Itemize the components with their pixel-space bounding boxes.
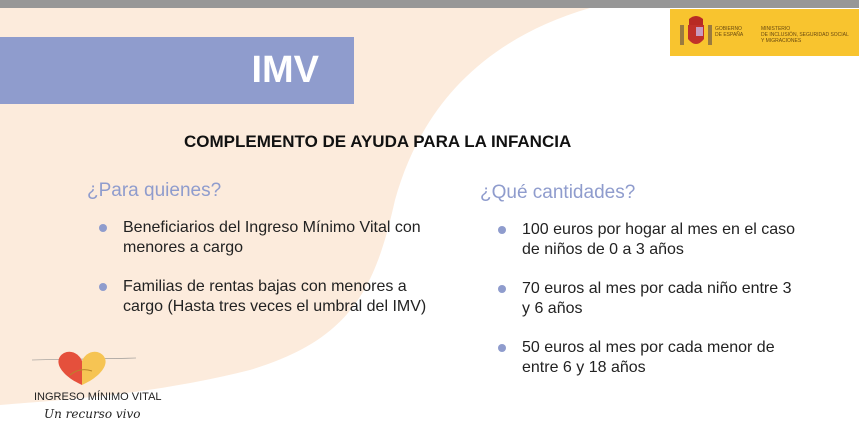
imv-label: IMV [251,49,319,91]
right-heading: ¿Qué cantidades? [480,182,636,203]
ministry-text: Y MIGRACIONES [761,38,802,44]
right-list: 100 euros por hogar al mes en el caso de… [498,220,798,397]
heart-hands-icon [31,351,137,385]
left-list: Beneficiarios del Ingreso Mínimo Vital c… [99,218,444,336]
gov-text: DE ESPAÑA [715,32,744,38]
coat-of-arms-icon [680,16,712,45]
government-logo: GOBIERNO DE ESPAÑA MINISTERIO DE INCLUSIÓN… [670,9,859,56]
list-item: Familias de rentas bajas con menores a c… [99,277,444,317]
ministry-text: MINISTERIO [761,26,791,32]
logo-tagline: Un recurso vivo [44,407,141,421]
top-bar [0,0,859,8]
ministry-text: DE INCLUSIÓN, SEGURIDAD SOCIAL [761,32,849,38]
left-heading: ¿Para quienes? [87,180,222,201]
gov-text: GOBIERNO [715,26,742,32]
imv-banner: IMV [0,37,354,104]
logo-name: INGRESO MÍNIMO VITAL [34,391,162,403]
list-item: 70 euros al mes por cada niño entre 3 y … [498,279,798,319]
list-item: 50 euros al mes por cada menor de entre … [498,338,798,378]
list-item: 100 euros por hogar al mes en el caso de… [498,220,798,260]
imv-logo: INGRESO MÍNIMO VITAL Un recurso vivo [30,345,162,421]
list-item: Beneficiarios del Ingreso Mínimo Vital c… [99,218,444,258]
slide-title: COMPLEMENTO DE AYUDA PARA LA INFANCIA [184,132,572,151]
